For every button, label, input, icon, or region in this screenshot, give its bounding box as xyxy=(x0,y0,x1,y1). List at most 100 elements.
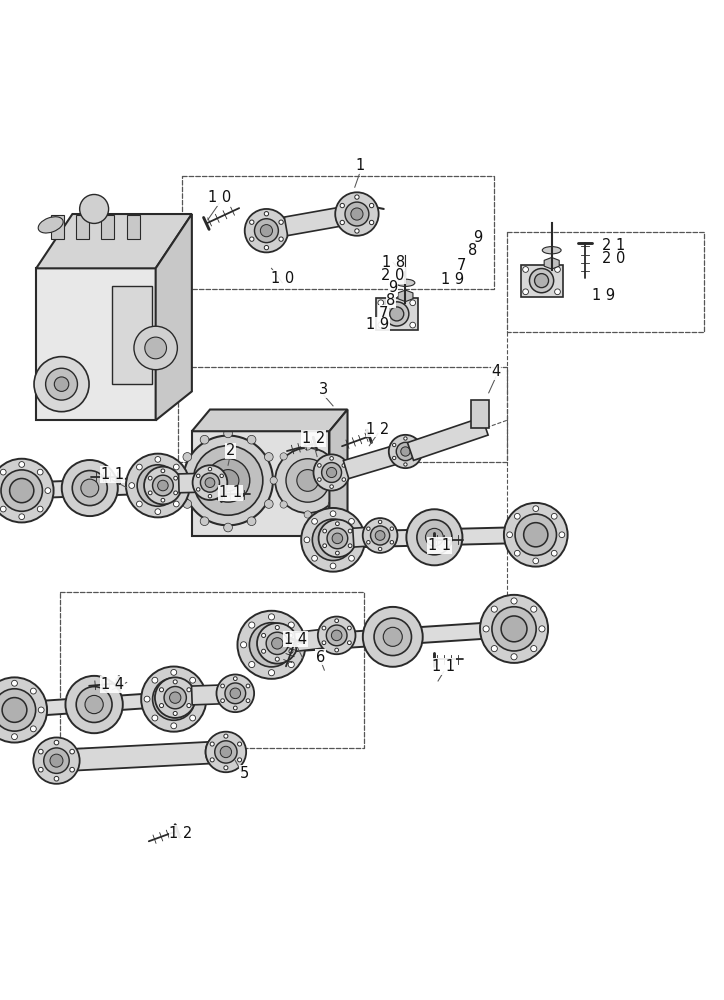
Circle shape xyxy=(335,522,340,526)
Circle shape xyxy=(379,520,382,524)
Circle shape xyxy=(126,454,190,517)
Circle shape xyxy=(406,509,463,565)
Bar xyxy=(471,400,489,428)
Circle shape xyxy=(312,518,317,524)
Circle shape xyxy=(161,498,165,502)
Circle shape xyxy=(415,456,418,460)
Circle shape xyxy=(356,537,362,543)
Circle shape xyxy=(396,442,415,461)
Circle shape xyxy=(169,692,181,703)
Polygon shape xyxy=(36,214,192,268)
Circle shape xyxy=(38,707,44,713)
Circle shape xyxy=(504,503,568,567)
Circle shape xyxy=(363,518,397,553)
Circle shape xyxy=(72,471,107,506)
Circle shape xyxy=(313,454,350,491)
Circle shape xyxy=(220,474,224,478)
Circle shape xyxy=(349,518,354,524)
Circle shape xyxy=(312,519,354,561)
Circle shape xyxy=(196,488,200,491)
Text: 6: 6 xyxy=(316,650,325,665)
Circle shape xyxy=(210,758,214,762)
Circle shape xyxy=(225,683,245,704)
Text: 8: 8 xyxy=(468,243,477,258)
Circle shape xyxy=(330,563,336,569)
Circle shape xyxy=(338,477,345,484)
Circle shape xyxy=(534,274,549,288)
Circle shape xyxy=(148,476,152,480)
Circle shape xyxy=(190,715,195,721)
Polygon shape xyxy=(271,621,515,653)
Circle shape xyxy=(201,473,219,492)
Polygon shape xyxy=(56,741,225,771)
Text: 2 0: 2 0 xyxy=(602,251,625,266)
Circle shape xyxy=(42,751,46,755)
Circle shape xyxy=(237,611,306,679)
Circle shape xyxy=(152,715,158,721)
Polygon shape xyxy=(22,478,158,499)
Circle shape xyxy=(327,528,348,549)
Circle shape xyxy=(515,513,520,519)
Circle shape xyxy=(141,667,206,732)
Circle shape xyxy=(19,462,25,467)
Circle shape xyxy=(355,195,359,199)
Circle shape xyxy=(280,501,287,508)
Circle shape xyxy=(383,627,403,646)
Circle shape xyxy=(492,607,536,651)
Text: 1 1: 1 1 xyxy=(101,467,124,482)
Circle shape xyxy=(62,460,118,516)
Circle shape xyxy=(330,511,336,517)
Circle shape xyxy=(152,677,158,683)
Circle shape xyxy=(328,501,335,508)
Circle shape xyxy=(288,661,294,668)
Circle shape xyxy=(70,767,75,772)
Circle shape xyxy=(318,464,321,467)
Circle shape xyxy=(390,307,404,321)
Circle shape xyxy=(318,478,321,481)
Circle shape xyxy=(235,743,239,746)
Circle shape xyxy=(272,638,283,649)
Circle shape xyxy=(240,642,247,648)
Ellipse shape xyxy=(542,247,561,254)
Circle shape xyxy=(523,523,548,547)
Circle shape xyxy=(250,220,254,224)
Circle shape xyxy=(0,677,47,743)
Circle shape xyxy=(222,735,227,739)
Text: 1 0: 1 0 xyxy=(271,271,294,286)
Circle shape xyxy=(384,302,409,326)
Circle shape xyxy=(46,368,77,400)
Circle shape xyxy=(174,491,177,495)
Text: 7: 7 xyxy=(379,306,388,321)
Circle shape xyxy=(410,322,416,328)
Circle shape xyxy=(206,459,250,502)
Text: 9: 9 xyxy=(473,230,482,245)
Circle shape xyxy=(348,641,351,645)
Circle shape xyxy=(304,443,311,450)
Circle shape xyxy=(334,648,339,652)
Circle shape xyxy=(155,677,195,718)
Circle shape xyxy=(511,654,517,660)
Circle shape xyxy=(171,723,177,729)
Circle shape xyxy=(144,467,182,504)
Circle shape xyxy=(159,704,164,708)
Circle shape xyxy=(275,657,279,661)
Circle shape xyxy=(340,220,345,225)
Circle shape xyxy=(70,749,75,754)
Circle shape xyxy=(45,488,51,493)
Circle shape xyxy=(515,550,520,556)
Text: 1: 1 xyxy=(355,158,364,173)
Circle shape xyxy=(183,436,273,525)
Circle shape xyxy=(301,508,365,572)
Circle shape xyxy=(323,544,327,548)
Circle shape xyxy=(269,670,274,676)
Circle shape xyxy=(183,500,192,508)
Circle shape xyxy=(54,744,59,748)
Circle shape xyxy=(221,699,224,703)
Circle shape xyxy=(67,766,71,770)
Circle shape xyxy=(129,483,135,488)
Circle shape xyxy=(369,203,374,208)
Circle shape xyxy=(369,220,374,225)
Circle shape xyxy=(12,734,17,740)
Circle shape xyxy=(233,677,237,681)
Circle shape xyxy=(348,544,352,548)
